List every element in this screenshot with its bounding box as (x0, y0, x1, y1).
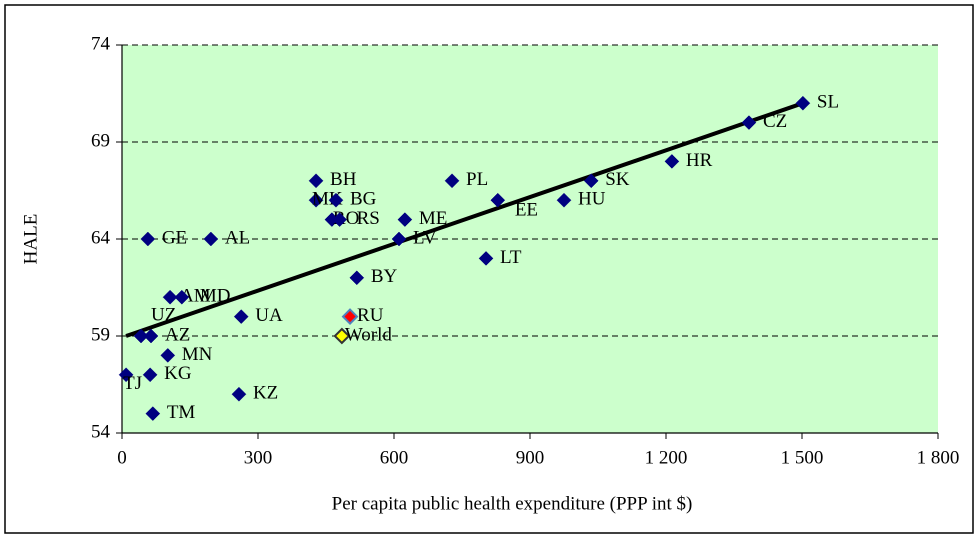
scatter-point (478, 251, 494, 266)
point-label: PL (466, 169, 488, 190)
scatter-point (332, 212, 347, 227)
x-tick-label: 900 (516, 447, 545, 468)
y-tick-label: 59 (91, 324, 110, 345)
scatter-point (341, 308, 359, 326)
point-label: AM (180, 286, 211, 307)
scatter-point (795, 95, 811, 111)
y-tick-label: 69 (91, 130, 110, 151)
scatter-point (142, 367, 158, 383)
point-label: KG (164, 363, 192, 384)
y-axis-label: HALE (20, 214, 41, 265)
point-label: KZ (253, 383, 278, 404)
scatter-point (231, 386, 247, 402)
scatter-point (583, 173, 599, 189)
x-tick-label: 300 (244, 447, 273, 468)
point-label: LT (500, 247, 522, 268)
scatter-point (741, 115, 757, 130)
scatter-point (133, 328, 149, 344)
point-label: RU (357, 305, 384, 326)
point-label: EE (515, 200, 538, 221)
point-label: GE (162, 227, 187, 248)
scatter-point (490, 192, 506, 208)
scatter-point (328, 192, 344, 208)
point-label: TJ (123, 373, 142, 394)
x-tick-label: 1 800 (917, 447, 960, 468)
scatter-point (308, 192, 324, 208)
scatter-point (140, 231, 156, 247)
point-label: UZ (151, 304, 176, 325)
x-axis-label: Per capita public health expenditure (PP… (332, 493, 693, 514)
x-tick-label: 0 (117, 447, 127, 468)
scatter-point (162, 289, 178, 305)
y-tick-label: 64 (91, 227, 111, 248)
point-label: UA (255, 305, 283, 326)
scatter-point (233, 309, 249, 324)
y-tick-label: 74 (91, 33, 111, 54)
point-label: SK (605, 169, 630, 190)
scatter-point (556, 192, 572, 208)
scatter-point (391, 231, 407, 247)
point-label: BG (350, 189, 377, 210)
scatter-point (397, 212, 413, 227)
y-tick-label: 54 (91, 421, 111, 442)
scatter-point (664, 154, 680, 169)
scatter-point (145, 406, 161, 421)
x-tick-label: 1 200 (645, 447, 688, 468)
point-label: MN (182, 344, 213, 365)
point-label: HR (686, 150, 713, 171)
scatter-point (333, 327, 351, 345)
x-tick-label: 600 (380, 447, 409, 468)
point-label: AL (225, 227, 250, 248)
trend-line (125, 101, 804, 338)
point-label: TM (167, 402, 196, 423)
point-label: MD (200, 286, 231, 307)
point-label: ME (419, 208, 448, 229)
scatter-point (349, 270, 365, 286)
scatter-point (160, 348, 176, 363)
point-label: BY (371, 266, 398, 287)
scatter-point (308, 173, 324, 189)
scatter-point (174, 289, 190, 305)
point-label: AZ (165, 324, 190, 345)
scatter-point (143, 328, 159, 344)
point-label: HU (578, 189, 606, 210)
point-label: CZ (763, 111, 787, 132)
point-label: RS (357, 208, 380, 229)
point-label: World (345, 324, 393, 345)
point-label: BH (330, 169, 357, 190)
scatter-point (203, 231, 219, 247)
scatter-point (118, 367, 134, 383)
point-label: SL (817, 92, 839, 113)
x-tick-label: 1 500 (781, 447, 824, 468)
scatter-point (444, 173, 460, 189)
point-label: LV (413, 227, 437, 248)
